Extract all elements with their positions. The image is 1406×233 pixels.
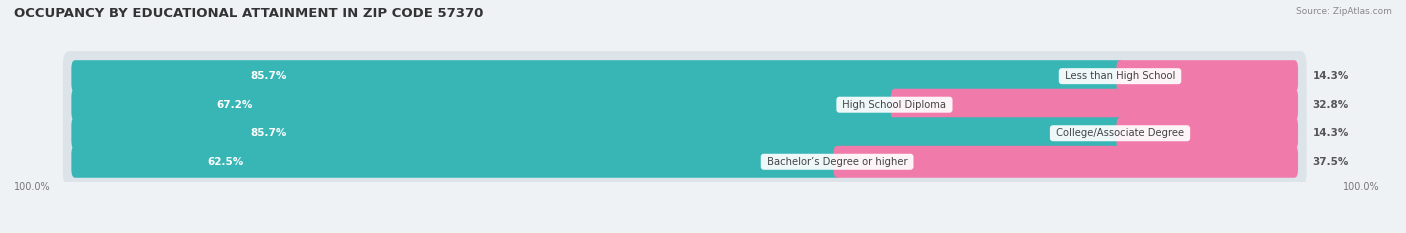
Text: 14.3%: 14.3% bbox=[1313, 71, 1348, 81]
Text: 100.0%: 100.0% bbox=[14, 182, 51, 192]
Text: Bachelor’s Degree or higher: Bachelor’s Degree or higher bbox=[763, 157, 911, 167]
Text: 62.5%: 62.5% bbox=[208, 157, 243, 167]
FancyBboxPatch shape bbox=[63, 51, 1306, 101]
Text: 85.7%: 85.7% bbox=[250, 128, 287, 138]
FancyBboxPatch shape bbox=[63, 137, 1306, 187]
FancyBboxPatch shape bbox=[72, 60, 1123, 92]
Text: College/Associate Degree: College/Associate Degree bbox=[1053, 128, 1187, 138]
Text: OCCUPANCY BY EDUCATIONAL ATTAINMENT IN ZIP CODE 57370: OCCUPANCY BY EDUCATIONAL ATTAINMENT IN Z… bbox=[14, 7, 484, 20]
Text: 32.8%: 32.8% bbox=[1313, 100, 1348, 110]
FancyBboxPatch shape bbox=[63, 108, 1306, 158]
Text: 100.0%: 100.0% bbox=[1343, 182, 1379, 192]
FancyBboxPatch shape bbox=[63, 80, 1306, 130]
Text: 85.7%: 85.7% bbox=[250, 71, 287, 81]
Text: 14.3%: 14.3% bbox=[1313, 128, 1348, 138]
Text: High School Diploma: High School Diploma bbox=[839, 100, 949, 110]
Text: 37.5%: 37.5% bbox=[1313, 157, 1348, 167]
FancyBboxPatch shape bbox=[834, 146, 1298, 178]
Text: 67.2%: 67.2% bbox=[217, 100, 253, 110]
FancyBboxPatch shape bbox=[72, 146, 841, 178]
FancyBboxPatch shape bbox=[1116, 117, 1298, 149]
Text: Less than High School: Less than High School bbox=[1062, 71, 1178, 81]
FancyBboxPatch shape bbox=[72, 89, 898, 121]
Text: Source: ZipAtlas.com: Source: ZipAtlas.com bbox=[1296, 7, 1392, 16]
FancyBboxPatch shape bbox=[1116, 60, 1298, 92]
FancyBboxPatch shape bbox=[891, 89, 1298, 121]
FancyBboxPatch shape bbox=[72, 117, 1123, 149]
